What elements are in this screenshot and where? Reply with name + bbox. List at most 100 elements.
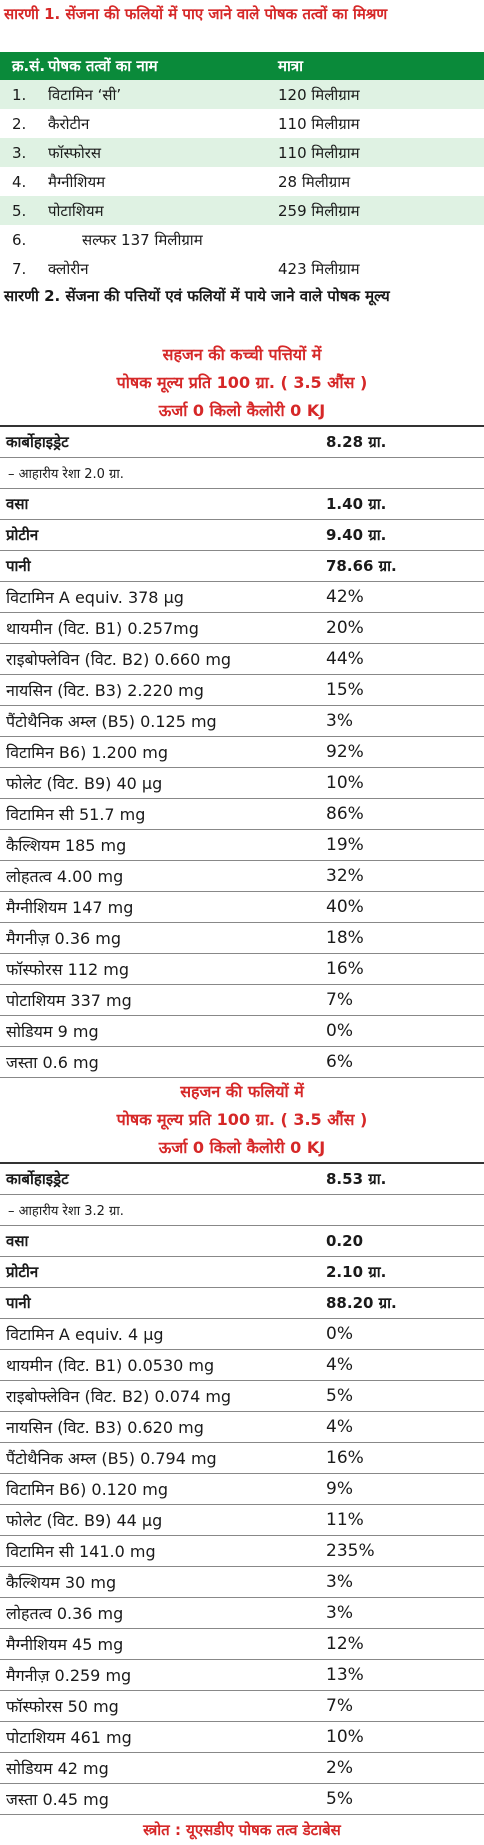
table1-header-name: पोषक तत्वों का नाम: [48, 57, 158, 75]
nutrient-value: 92%: [326, 742, 364, 762]
nutrient-row: लोहतत्व 4.00 mg 32%: [0, 861, 484, 892]
nutrient-label: जस्ता 0.45 mg: [6, 1790, 109, 1809]
nutrient-value: 7%: [326, 990, 353, 1010]
nutrient-row: वसा 1.40 ग्रा.: [0, 489, 484, 520]
nutrient-label: सोडियम 9 mg: [6, 1022, 99, 1041]
table1-cell-quantity: 259 मिलीग्राम: [278, 201, 360, 220]
nutrient-value: 1.40 ग्रा.: [326, 495, 387, 513]
nutrient-label: वसा: [6, 1232, 29, 1250]
table1-cell-quantity: 423 मिलीग्राम: [278, 259, 360, 278]
nutrient-row: पानी 88.20 ग्रा.: [0, 1288, 484, 1319]
nutrient-value: 5%: [326, 1789, 353, 1809]
nutrient-row: फोलेट (विट. B9) 44 μg 11%: [0, 1505, 484, 1536]
table1-cell-serial: 2.: [12, 114, 27, 133]
nutrient-row: विटामिन B6) 0.120 mg 9%: [0, 1474, 484, 1505]
nutrient-label: थायमीन (विट. B1) 0.0530 mg: [6, 1356, 215, 1375]
nutrient-label: पानी: [6, 1294, 31, 1312]
nutrient-value: 32%: [326, 866, 364, 886]
source-note: स्त्रोत : यूएसडीए पोषक तत्व डेटाबेस: [143, 1821, 341, 1839]
pods-section: सहजन की फलियों में पोषक मूल्य प्रति 100 ग…: [0, 1078, 484, 1815]
nutrient-label: प्रोटीन: [6, 526, 39, 544]
table1-cell-quantity: 28 मिलीग्राम: [278, 172, 351, 191]
nutrient-row: वसा 0.20: [0, 1226, 484, 1257]
nutrient-value: 44%: [326, 649, 364, 669]
table1-cell-serial: 5.: [12, 201, 27, 220]
nutrient-row: विटामिन A equiv. 378 μg 42%: [0, 582, 484, 613]
nutrient-row: – आहारीय रेशा 2.0 ग्रा.: [0, 458, 484, 489]
nutrient-row: विटामिन सी 51.7 mg 86%: [0, 799, 484, 830]
table1-row: 7. क्लोरीन 423 मिलीग्राम: [0, 254, 484, 283]
nutrient-row: पोटाशियम 337 mg 7%: [0, 985, 484, 1016]
table1-cell-name: कैरोटीन: [48, 114, 90, 133]
nutrient-label: राइबोफ्लेविन (विट. B2) 0.660 mg: [6, 650, 232, 669]
nutrient-row: थायमीन (विट. B1) 0.257mg 20%: [0, 613, 484, 644]
nutrient-value: 78.66 ग्रा.: [326, 557, 397, 575]
nutrient-label: मैगनीज़ 0.259 mg: [6, 1666, 132, 1685]
nutrient-label: जस्ता 0.6 mg: [6, 1053, 99, 1072]
table1-cell-serial: 1.: [12, 85, 27, 104]
section-heading-line: पोषक मूल्य प्रति 100 ग्रा. ( 3.5 औंस ): [116, 373, 368, 392]
nutrient-value: 20%: [326, 618, 364, 638]
nutrient-row: फोलेट (विट. B9) 40 μg 10%: [0, 768, 484, 799]
nutrient-row: प्रोटीन 2.10 ग्रा.: [0, 1257, 484, 1288]
nutrient-row: राइबोफ्लेविन (विट. B2) 0.660 mg 44%: [0, 644, 484, 675]
table1-row: 4. मैग्नीशियम 28 मिलीग्राम: [0, 167, 484, 196]
nutrient-value: 42%: [326, 587, 364, 607]
table1-row: 3. फॉस्फोरस 110 मिलीग्राम: [0, 138, 484, 167]
nutrient-row: पानी 78.66 ग्रा.: [0, 551, 484, 582]
nutrient-value: 6%: [326, 1052, 353, 1072]
nutrient-value: 0%: [326, 1324, 353, 1344]
nutrient-label: विटामिन सी 51.7 mg: [6, 805, 146, 824]
nutrient-value: 7%: [326, 1696, 353, 1716]
nutrient-value: 0%: [326, 1021, 353, 1041]
nutrient-value: 3%: [326, 1572, 353, 1592]
nutrient-value: 86%: [326, 804, 364, 824]
nutrient-value: 8.28 ग्रा.: [326, 433, 387, 451]
table1-cell-serial: 4.: [12, 172, 27, 191]
nutrient-value: 3%: [326, 1603, 353, 1623]
section-heading-line: ऊर्जा 0 किलो कैलोरी 0 KJ: [0, 397, 484, 427]
nutrient-row: कार्बोहाइड्रेट 8.28 ग्रा.: [0, 427, 484, 458]
nutrient-value: 9.40 ग्रा.: [326, 526, 387, 544]
nutrient-value: 15%: [326, 680, 364, 700]
nutrient-label: कैल्शियम 185 mg: [6, 836, 127, 855]
nutrient-row: मैग्नीशियम 147 mg 40%: [0, 892, 484, 923]
table1-title: सारणी 1. सेंजना की फलियों में पाए जाने व…: [4, 5, 388, 23]
nutrient-row: लोहतत्व 0.36 mg 3%: [0, 1598, 484, 1629]
nutrient-label: वसा: [6, 495, 29, 513]
table1-header-quantity: मात्रा: [278, 57, 304, 75]
table1-cell-name: मैग्नीशियम: [48, 172, 106, 191]
nutrient-row: कैल्शियम 185 mg 19%: [0, 830, 484, 861]
nutrient-value: 4%: [326, 1355, 353, 1375]
leaves-section: सहजन की कच्ची पत्तियों में पोषक मूल्य प्र…: [0, 341, 484, 1078]
nutrient-row: मैगनीज़ 0.36 mg 18%: [0, 923, 484, 954]
nutrient-label: विटामिन A equiv. 4 μg: [6, 1325, 164, 1344]
table1-body: 1. विटामिन ‘सी’ 120 मिलीग्राम 2. कैरोटीन 110 …: [0, 80, 484, 283]
nutrient-label: – आहारीय रेशा 3.2 ग्रा.: [8, 1204, 124, 1219]
section-heading-line: सहजन की फलियों में: [180, 1082, 304, 1101]
table1-row: 1. विटामिन ‘सी’ 120 मिलीग्राम: [0, 80, 484, 109]
nutrient-value: 10%: [326, 1727, 364, 1747]
nutrient-value: 235%: [326, 1541, 375, 1561]
nutrient-row: कैल्शियम 30 mg 3%: [0, 1567, 484, 1598]
nutrient-row: फॉस्फोरस 50 mg 7%: [0, 1691, 484, 1722]
nutrient-label: विटामिन B6) 1.200 mg: [6, 743, 169, 762]
nutrient-row: विटामिन B6) 1.200 mg 92%: [0, 737, 484, 768]
nutrient-row: नायसिन (विट. B3) 2.220 mg 15%: [0, 675, 484, 706]
table1-cell-quantity: 110 मिलीग्राम: [278, 114, 360, 133]
nutrient-label: लोहतत्व 0.36 mg: [6, 1604, 124, 1623]
nutrient-label: लोहतत्व 4.00 mg: [6, 867, 124, 886]
nutrient-label: पोटाशियम 337 mg: [6, 991, 132, 1010]
nutrient-row: जस्ता 0.45 mg 5%: [0, 1784, 484, 1815]
table1-cell-name: विटामिन ‘सी’: [48, 85, 122, 104]
table1-cell-serial: 6.: [12, 230, 27, 249]
nutrient-value: 3%: [326, 711, 353, 731]
table1-cell-serial: 3.: [12, 143, 27, 162]
nutrient-label: कैल्शियम 30 mg: [6, 1573, 117, 1592]
nutrient-value: 4%: [326, 1417, 353, 1437]
table1-header-row: क्र.सं. पोषक तत्वों का नाम मात्रा: [0, 52, 484, 80]
nutrient-label: विटामिन सी 141.0 mg: [6, 1542, 156, 1561]
table1-cell-name: पोटाशियम: [48, 201, 104, 220]
nutrient-row: फॉस्फोरस 112 mg 16%: [0, 954, 484, 985]
